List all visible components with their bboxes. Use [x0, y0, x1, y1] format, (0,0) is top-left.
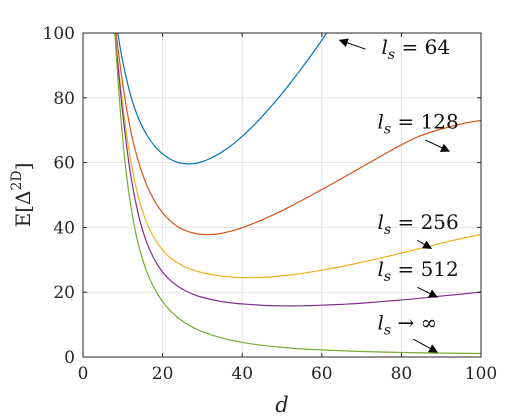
x-tick-label-3: 60	[311, 364, 333, 384]
x-tick-label-1: 20	[152, 364, 174, 384]
x-tick-label-0: 0	[78, 364, 89, 384]
annotation-label-3: ls = 512	[378, 257, 459, 285]
y-tick-label-3: 60	[53, 154, 75, 174]
y-tick-label-1: 20	[53, 283, 75, 303]
series-line-3	[114, 33, 481, 307]
plot-background	[83, 33, 481, 357]
y-axis-title-superscript: 2D	[9, 170, 25, 190]
annotation-label-0: ls = 64	[382, 35, 451, 63]
x-axis-title: d	[275, 393, 288, 417]
y-tick-label-2: 40	[53, 218, 75, 238]
annotations: ls = 64 ls = 128 ls = 256 ls = 512 ls → ∞	[338, 35, 459, 353]
annotation-label-4: ls → ∞	[378, 310, 438, 338]
axis-ticks: 0 20 40 60 80 100 0 20 40 60 80 100	[43, 24, 498, 384]
y-axis-title-symbol: Δ	[11, 191, 35, 205]
y-tick-label-5: 100	[43, 24, 75, 44]
y-tick-label-0: 0	[64, 348, 75, 368]
series-line-4	[114, 33, 481, 355]
annotation-arrow-1	[425, 139, 450, 152]
x-tick-label-5: 100	[465, 364, 497, 384]
x-tick-label-2: 40	[231, 364, 253, 384]
annotation-arrow-0	[338, 38, 366, 50]
annotation-arrow-3	[417, 286, 439, 298]
series-line-1	[115, 33, 481, 236]
plot-frame	[82, 32, 482, 358]
y-tick-label-4: 80	[53, 89, 75, 109]
annotation-arrow-2	[417, 239, 433, 249]
annotation-label-2: ls = 256	[378, 210, 459, 238]
series-line-2	[114, 33, 481, 279]
annotation-arrow-4	[413, 338, 439, 353]
y-axis-title: E[Δ2D]	[9, 163, 35, 228]
annotation-label-1: ls = 128	[378, 110, 459, 138]
series-line-0	[117, 33, 328, 165]
y-axis-title-prefix: E[	[11, 205, 35, 227]
series-layer	[114, 33, 481, 355]
y-axis-title-suffix: ]	[11, 163, 35, 171]
x-tick-label-4: 80	[391, 364, 413, 384]
